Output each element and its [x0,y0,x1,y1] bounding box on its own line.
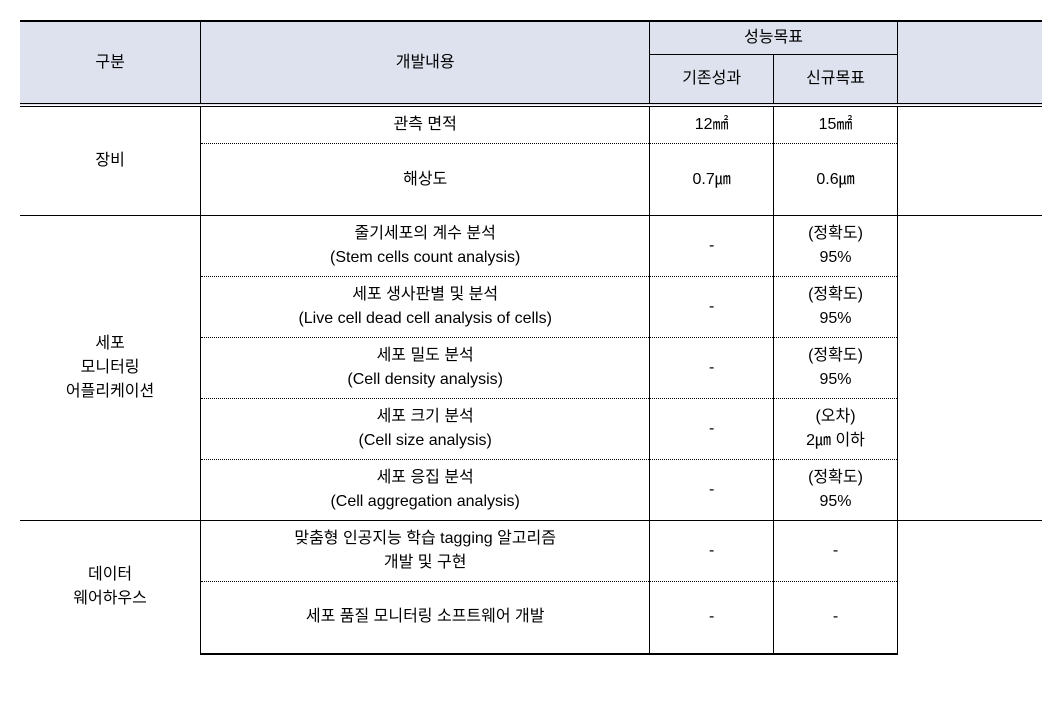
section-label-line: 데이터 [26,563,194,587]
content-en: (Cell aggregation analysis) [209,490,641,514]
cell-value: 15㎟ [774,105,898,144]
cell-value: 12㎟ [650,105,774,144]
row-aggregation: 세포 응집 분석 (Cell aggregation analysis) [201,460,650,521]
row-stem-count: 줄기세포의 계수 분석 (Stem cells count analysis) [201,216,650,277]
target-label: (정확도) [780,283,891,307]
row-tagging-algorithm: 맞춤형 인공지능 학습 tagging 알고리즘 개발 및 구현 [201,521,650,582]
cell-value: (정확도) 95% [774,216,898,277]
cell-value: - [650,521,774,582]
content-ko: 세포 밀도 분석 [209,344,641,368]
cell-value: - [650,277,774,338]
table-row: 세포 모니터링 어플리케이션 줄기세포의 계수 분석 (Stem cells c… [20,216,1042,277]
performance-targets-table: 구분 개발내용 성능목표 기존성과 신규목표 장비 관측 면적 12㎟ 15㎟ … [20,20,1042,655]
cell-value: - [650,460,774,521]
content-ko: 세포 응집 분석 [209,466,641,490]
cell-value: 0.7㎛ [650,144,774,216]
content-en: (Cell size analysis) [209,429,641,453]
cell-blank [897,216,1042,521]
cell-value: - [774,521,898,582]
content-ko: 줄기세포의 계수 분석 [209,222,641,246]
content-en: (Stem cells count analysis) [209,246,641,270]
cell-blank [897,521,1042,654]
content-line: 맞춤형 인공지능 학습 tagging 알고리즘 [209,527,641,551]
section-label-line: 세포 [26,332,194,356]
cell-value: (정확도) 95% [774,460,898,521]
row-quality-monitoring-sw: 세포 품질 모니터링 소프트웨어 개발 [201,582,650,654]
col-header-blank [897,21,1042,105]
cell-value: - [650,216,774,277]
content-en: (Cell density analysis) [209,368,641,392]
cell-value: (정확도) 95% [774,277,898,338]
target-label: (정확도) [780,344,891,368]
target-value: 95% [780,368,891,392]
content-en: (Live cell dead cell analysis of cells) [209,307,641,331]
content-ko: 세포 생사판별 및 분석 [209,283,641,307]
col-header-category: 구분 [20,21,201,105]
target-value: 2㎛ 이하 [780,429,891,453]
row-resolution: 해상도 [201,144,650,216]
row-observation-area: 관측 면적 [201,105,650,144]
target-value: 95% [780,490,891,514]
cell-value: - [650,338,774,399]
row-size: 세포 크기 분석 (Cell size analysis) [201,399,650,460]
target-label: (오차) [780,405,891,429]
col-header-target: 신규목표 [774,55,898,106]
section-label-line: 웨어하우스 [26,587,194,611]
col-header-group-targets: 성능목표 [650,21,898,55]
cell-value: - [650,582,774,654]
target-label: (정확도) [780,466,891,490]
cell-value: (오차) 2㎛ 이하 [774,399,898,460]
row-live-dead: 세포 생사판별 및 분석 (Live cell dead cell analys… [201,277,650,338]
col-header-content: 개발내용 [201,21,650,105]
target-label: (정확도) [780,222,891,246]
section-label-line: 모니터링 [26,356,194,380]
section-label-line: 어플리케이션 [26,380,194,404]
section-equipment-label: 장비 [20,105,201,216]
content-line: 개발 및 구현 [209,551,641,575]
target-value: 95% [780,307,891,331]
cell-value: 0.6㎛ [774,144,898,216]
table-row: 데이터 웨어하우스 맞춤형 인공지능 학습 tagging 알고리즘 개발 및 … [20,521,1042,582]
col-header-prev: 기존성과 [650,55,774,106]
cell-value: - [774,582,898,654]
section-monitoring-label: 세포 모니터링 어플리케이션 [20,216,201,521]
target-value: 95% [780,246,891,270]
cell-value: - [650,399,774,460]
cell-blank [897,105,1042,216]
section-warehouse-label: 데이터 웨어하우스 [20,521,201,654]
cell-value: (정확도) 95% [774,338,898,399]
row-density: 세포 밀도 분석 (Cell density analysis) [201,338,650,399]
content-ko: 세포 크기 분석 [209,405,641,429]
table-row: 장비 관측 면적 12㎟ 15㎟ [20,105,1042,144]
